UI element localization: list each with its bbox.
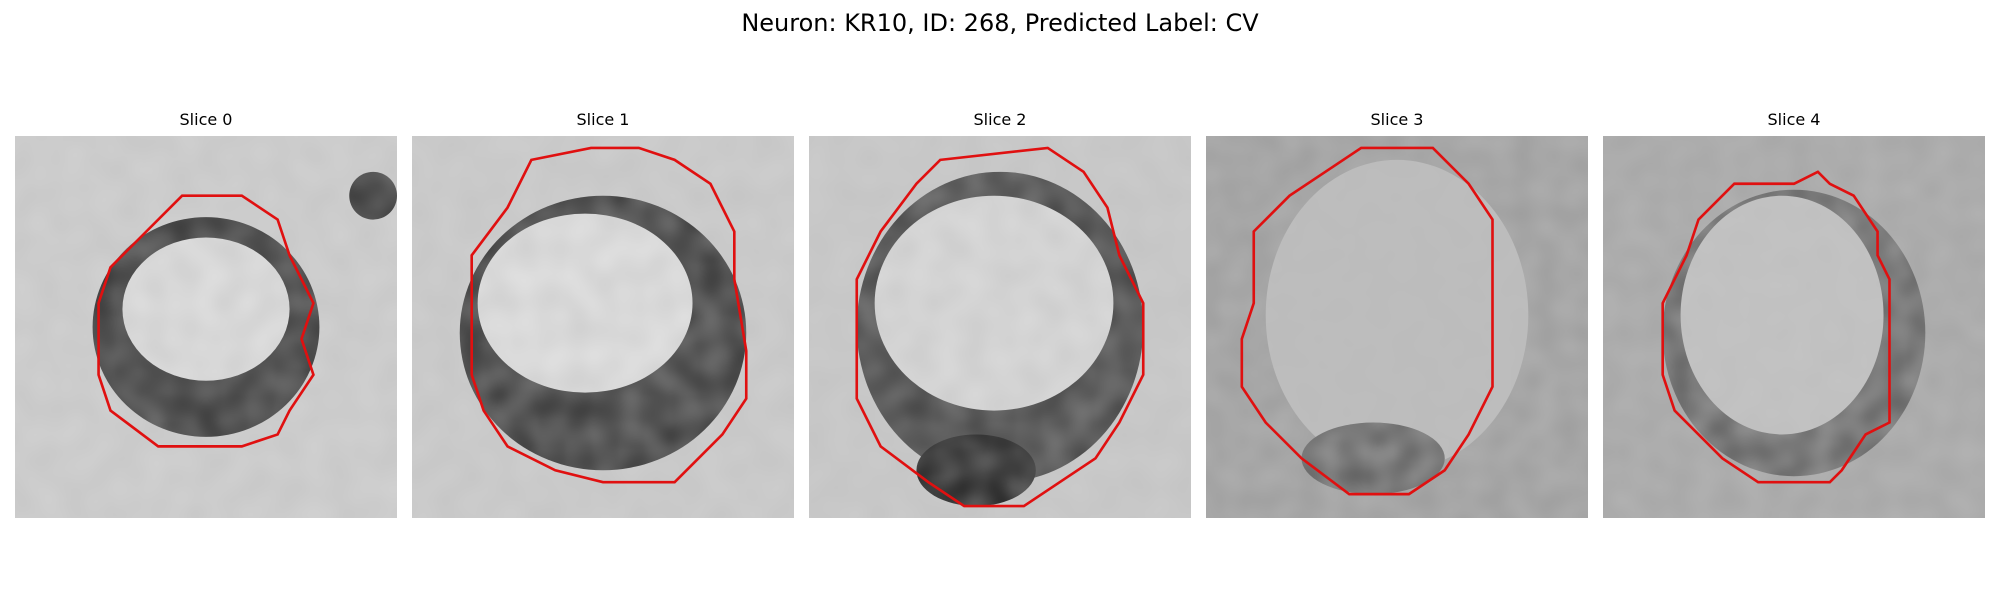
slice-image [809,136,1191,518]
slice-title: Slice 2 [973,110,1027,129]
slice-image [1206,136,1588,518]
figure-title: Neuron: KR10, ID: 268, Predicted Label: … [741,9,1259,37]
slice-image [1603,136,1985,518]
slice-panel-2: Slice 2 [809,108,1191,518]
slice-panel-3: Slice 3 [1206,108,1588,518]
slice-panel-1: Slice 1 [412,108,794,518]
slice-title: Slice 4 [1767,110,1821,129]
slice-panels: Slice 0 Slice 1 [15,108,1985,518]
slice-panel-0: Slice 0 [15,108,397,518]
slice-panel-4: Slice 4 [1603,108,1985,518]
slice-image [15,136,397,518]
slice-image [412,136,794,518]
slice-title: Slice 1 [576,110,630,129]
slice-title: Slice 3 [1370,110,1424,129]
slice-title: Slice 0 [179,110,233,129]
